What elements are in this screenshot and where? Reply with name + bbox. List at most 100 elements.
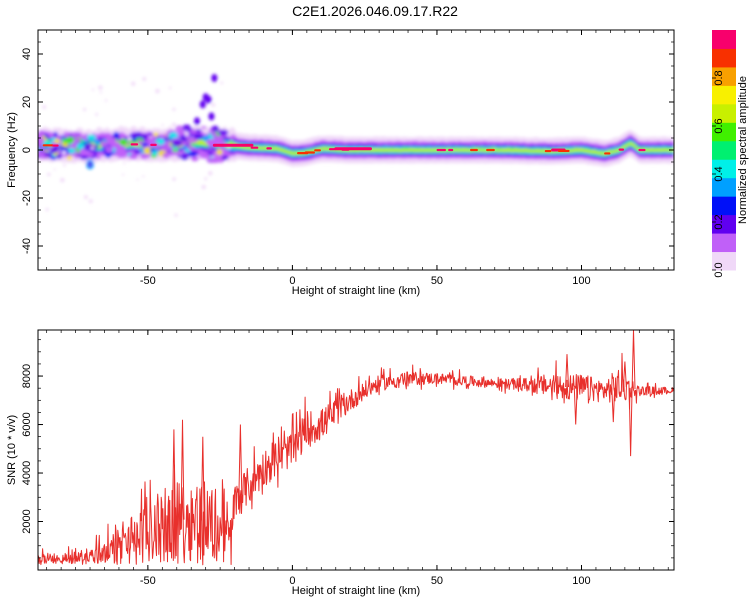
spectral-speck: [53, 168, 56, 171]
spectral-blob: [189, 147, 196, 150]
spectral-speck: [172, 107, 176, 111]
spectral-blob: [57, 135, 63, 139]
snr-y-axis-label: SNR (10 * v/v): [6, 415, 18, 485]
spectral-speck: [123, 162, 126, 165]
spectral-blob: [168, 132, 178, 140]
spectral-blob: [102, 149, 107, 153]
spectral-blob: [194, 117, 200, 126]
spectral-speck: [171, 122, 177, 127]
y-tick-label: 2000: [21, 509, 33, 533]
colorbar-gradient: [712, 30, 736, 271]
spectral-blob: [131, 134, 138, 137]
x-tick-label: -50: [140, 575, 156, 587]
spectrogram-heatmap: [38, 74, 674, 217]
spectral-speck: [84, 195, 88, 200]
x-tick-label: 0: [289, 575, 295, 587]
spectral-blob: [156, 138, 164, 142]
y-tick-label: 4000: [21, 461, 33, 485]
spectral-speck: [220, 81, 224, 85]
spectral-speck: [168, 86, 172, 90]
spectral-blob: [100, 143, 108, 148]
spectrogram-y-axis-label: Frequency (Hz): [6, 112, 18, 188]
spectral-speck: [98, 85, 103, 90]
spectral-blob: [216, 149, 223, 155]
spectrogram-x-ticks: -50 0 50 100: [46, 30, 669, 287]
spectral-speck: [227, 146, 231, 150]
spectral-speck: [136, 178, 139, 181]
spectral-blob: [105, 153, 112, 158]
y-tick-label: 6000: [21, 412, 33, 436]
spectral-speck: [95, 112, 99, 116]
spectral-blob: [159, 134, 167, 139]
spectrogram-y-ticks: -40 -20 0 20 40: [21, 29, 674, 271]
spectral-blob: [153, 132, 159, 137]
snr-spike: [200, 436, 205, 521]
chart-title: C2E1.2026.046.09.17.R22: [292, 3, 458, 19]
spectral-speck: [174, 213, 178, 217]
snr-series-line: [38, 352, 674, 566]
y-tick-label: -40: [21, 238, 33, 254]
spectral-blob: [151, 152, 158, 156]
spectral-blob: [141, 151, 145, 154]
spectral-blob: [201, 126, 207, 129]
spectral-speck: [47, 172, 51, 176]
colorbar-segment: [712, 122, 736, 142]
colorbar-segment: [712, 48, 736, 68]
spectral-blob: [193, 133, 204, 140]
spectral-core: [42, 143, 646, 155]
snr-x-ticks: -50 0 50 100: [46, 330, 669, 587]
spectral-blob: [146, 135, 157, 142]
y-tick-label: 0: [21, 147, 33, 153]
spectral-speck: [127, 136, 132, 141]
spectral-blob: [104, 132, 110, 137]
spectral-speck: [203, 129, 208, 134]
spectral-blob: [107, 138, 117, 146]
spectral-blob: [187, 151, 197, 157]
spectral-blob: [175, 125, 184, 133]
snr-spike: [565, 354, 569, 388]
spectral-blob: [53, 145, 60, 151]
snr-spike: [611, 387, 616, 423]
spectral-blob: [38, 136, 45, 145]
spectral-speck: [142, 77, 147, 81]
spectral-blob: [139, 152, 149, 160]
spectral-blob: [141, 142, 149, 147]
colorbar-tick-label: 0.0: [713, 262, 725, 277]
snr-frame: [37, 329, 675, 571]
spectral-blob: [134, 146, 141, 150]
colorbar-segment: [712, 85, 736, 105]
snr-panel: 2000 4000 6000 8000 -50 0 50 100 Height of str…: [6, 329, 675, 597]
colorbar-segment: [712, 103, 736, 123]
spectral-blob: [76, 142, 85, 150]
spectral-speck: [211, 102, 216, 107]
colorbar-segment: [712, 140, 736, 160]
spectral-blob: [162, 152, 171, 159]
snr-spike: [238, 424, 243, 496]
spectral-speck: [155, 88, 160, 94]
spectral-blob: [181, 141, 187, 146]
spectral-blob: [104, 146, 114, 154]
spectral-blob: [63, 131, 70, 138]
spectral-speck: [91, 88, 95, 91]
spectral-blob: [67, 155, 72, 161]
spectral-blob: [86, 152, 95, 158]
spectral-blob: [143, 147, 152, 155]
spectral-blob: [127, 140, 135, 144]
spectral-blob: [171, 139, 183, 147]
spectral-blob: [199, 100, 206, 109]
spectral-blob: [133, 154, 139, 159]
spectral-speck: [208, 171, 213, 176]
spectral-blob: [79, 149, 89, 156]
spectral-blob: [185, 135, 192, 140]
colorbar-segment: [712, 66, 736, 86]
y-tick-label: 40: [21, 48, 33, 60]
spectral-speck: [88, 199, 93, 204]
colorbar-segment: [712, 159, 736, 179]
snr-x-axis-label: Height of straight line (km): [292, 585, 420, 597]
spectral-speck: [142, 175, 145, 178]
snr-spike: [180, 419, 185, 520]
spectral-blob: [207, 141, 212, 145]
colorbar: 0.0 0.2 0.4 0.6 0.8 Normalized spectral ampl…: [712, 30, 749, 278]
spectral-speck: [99, 91, 102, 94]
